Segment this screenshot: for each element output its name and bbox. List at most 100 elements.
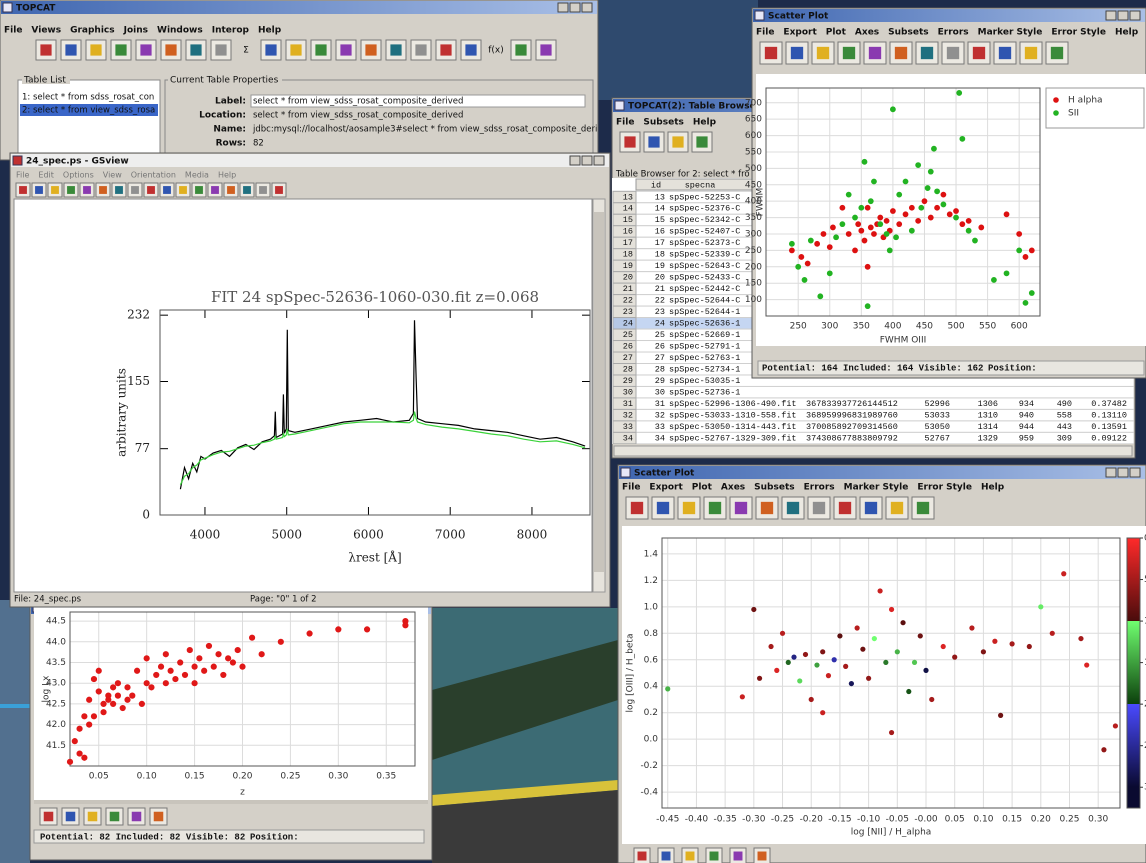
window-control[interactable] bbox=[1130, 11, 1140, 20]
menu-item[interactable]: Errors bbox=[804, 483, 835, 493]
column-header: id bbox=[651, 180, 661, 190]
menu-item[interactable]: Plot bbox=[692, 483, 713, 493]
window-control[interactable] bbox=[582, 156, 592, 165]
menu-item[interactable]: Subsets bbox=[643, 118, 683, 128]
data-point bbox=[1017, 248, 1022, 253]
data-point bbox=[878, 215, 883, 220]
data-point bbox=[923, 668, 928, 673]
toolbar-glyph bbox=[839, 502, 851, 514]
data-point bbox=[106, 697, 111, 702]
data-point bbox=[831, 225, 836, 230]
data-point bbox=[1027, 644, 1032, 649]
scroll-thumb[interactable] bbox=[594, 212, 604, 572]
menu-item[interactable]: Errors bbox=[938, 28, 969, 38]
window-control[interactable] bbox=[558, 3, 568, 12]
window-control[interactable] bbox=[1106, 11, 1116, 20]
window-control[interactable] bbox=[1118, 11, 1128, 20]
menu-item[interactable]: Windows bbox=[157, 26, 203, 36]
table-cell: spSpec-52342-C bbox=[669, 215, 740, 225]
toolbar-glyph bbox=[115, 44, 126, 55]
menu-item[interactable]: Error Style bbox=[1051, 28, 1106, 38]
data-point bbox=[1023, 255, 1028, 260]
menu-item[interactable]: Marker Style bbox=[978, 28, 1043, 38]
menu-item[interactable]: File bbox=[4, 26, 22, 36]
window-control[interactable] bbox=[582, 3, 592, 12]
menu-item[interactable]: Subsets bbox=[754, 483, 794, 493]
menu-item[interactable]: Help bbox=[218, 171, 236, 180]
menu-item[interactable]: Help bbox=[981, 483, 1005, 493]
toolbar-glyph bbox=[66, 812, 76, 822]
window-title: Scatter Plot bbox=[768, 12, 829, 22]
menu-item[interactable]: Help bbox=[258, 26, 282, 36]
data-point bbox=[115, 681, 120, 686]
window-control[interactable] bbox=[570, 3, 580, 12]
toolbar-symbol[interactable]: Σ bbox=[243, 46, 249, 56]
menu-item[interactable]: Export bbox=[649, 483, 683, 493]
y-tick-label: 0 bbox=[142, 508, 150, 522]
menu-item[interactable]: View bbox=[103, 171, 122, 180]
data-point bbox=[187, 647, 192, 652]
data-point bbox=[144, 656, 149, 661]
field-label: Rows: bbox=[216, 139, 246, 149]
table-cell: 27 bbox=[655, 353, 665, 363]
x-tick-label: -0.10 bbox=[857, 815, 881, 825]
menu-item[interactable]: Joins bbox=[123, 26, 148, 36]
menu-item[interactable]: File bbox=[622, 483, 640, 493]
status-text: Position: bbox=[988, 363, 1037, 373]
menu-item[interactable]: Interop bbox=[212, 26, 250, 36]
toolbar-glyph bbox=[947, 47, 959, 59]
x-tick-label: 0.25 bbox=[1059, 815, 1079, 825]
wallpaper-sky bbox=[598, 0, 758, 100]
data-point bbox=[918, 633, 923, 638]
menu-item[interactable]: Error Style bbox=[917, 483, 972, 493]
menu-item[interactable]: Help bbox=[693, 118, 717, 128]
menu-item[interactable]: Views bbox=[31, 26, 61, 36]
data-point bbox=[77, 751, 82, 756]
menu-item[interactable]: Marker Style bbox=[844, 483, 909, 493]
data-point bbox=[72, 739, 77, 744]
menu-item[interactable]: Edit bbox=[38, 171, 54, 180]
data-point bbox=[240, 664, 245, 669]
window-control[interactable] bbox=[570, 156, 580, 165]
data-point bbox=[935, 205, 940, 210]
menu-item[interactable]: Orientation bbox=[131, 171, 176, 180]
window-control[interactable] bbox=[1106, 468, 1116, 477]
x-tick-label: 0.15 bbox=[1002, 815, 1022, 825]
menu-item[interactable]: Subsets bbox=[888, 28, 928, 38]
menu-item[interactable]: Graphics bbox=[70, 26, 115, 36]
menu-item[interactable]: File bbox=[616, 118, 634, 128]
menu-item[interactable]: Options bbox=[63, 171, 94, 180]
toolbar-glyph bbox=[67, 186, 75, 194]
window-control[interactable] bbox=[1118, 468, 1128, 477]
data-point bbox=[67, 759, 72, 764]
body: {"windows": { "main": { "title": "TOPCAT… bbox=[0, 0, 1146, 863]
data-point bbox=[168, 668, 173, 673]
menu-item[interactable]: Help bbox=[1115, 28, 1139, 38]
table-cell: 32 bbox=[623, 410, 633, 420]
menu-item[interactable]: Media bbox=[185, 171, 209, 180]
menu-item[interactable]: Export bbox=[783, 28, 817, 38]
menu-item[interactable]: Axes bbox=[721, 483, 745, 493]
field-value: select * from view_sdss_rosat_composite_… bbox=[253, 111, 463, 121]
table-list-item[interactable]: 2: select * from view_sdss_rosa bbox=[22, 106, 155, 116]
table-cell: spSpec-52376-C bbox=[669, 204, 740, 214]
menu-item[interactable]: Axes bbox=[855, 28, 879, 38]
x-tick-label: -0.45 bbox=[656, 815, 679, 825]
x-tick-label: -0.25 bbox=[771, 815, 794, 825]
menu-item[interactable]: File bbox=[16, 171, 29, 180]
toolbar-glyph bbox=[631, 502, 643, 514]
window-control[interactable] bbox=[1130, 468, 1140, 477]
data-point bbox=[1004, 212, 1009, 217]
menu-item[interactable]: File bbox=[756, 28, 774, 38]
data-point bbox=[789, 248, 794, 253]
scrollbar[interactable] bbox=[614, 446, 1132, 456]
window-title: 24_spec.ps - GSview bbox=[26, 157, 129, 167]
y-tick-label: 600 bbox=[745, 131, 762, 141]
toolbar-symbol[interactable]: f(x) bbox=[488, 46, 504, 56]
table-list-item[interactable]: 1: select * from sdss_rosat_con bbox=[22, 93, 154, 103]
data-point bbox=[941, 202, 946, 207]
y-tick-label: 0.2 bbox=[644, 708, 658, 718]
window-control[interactable] bbox=[594, 156, 604, 165]
field-label: Name: bbox=[213, 125, 246, 135]
menu-item[interactable]: Plot bbox=[826, 28, 847, 38]
